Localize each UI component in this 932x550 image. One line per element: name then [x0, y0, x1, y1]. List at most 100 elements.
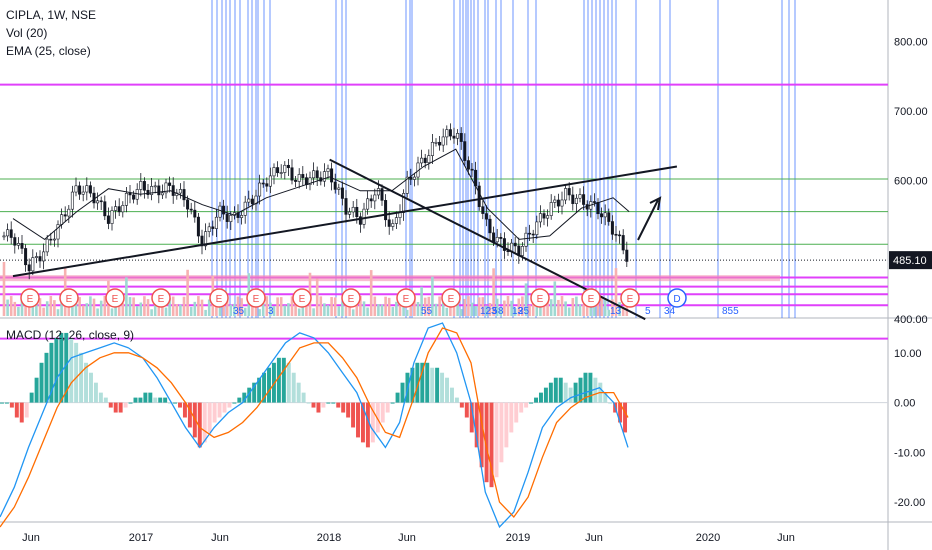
cycle-label: 13 [610, 306, 622, 317]
volume-bar [528, 305, 531, 316]
candle [355, 206, 359, 217]
macd-histogram-bar [138, 397, 143, 403]
candle [250, 198, 254, 205]
macd-histogram-bar [449, 387, 454, 403]
candle [207, 226, 211, 232]
candle [214, 216, 218, 229]
cycle-label: 34 [664, 306, 676, 317]
candle [240, 215, 244, 218]
macd-histogram-bar [365, 402, 370, 448]
macd-histogram-bar [469, 402, 474, 433]
volume-bar [575, 296, 578, 316]
volume-bar [229, 304, 233, 316]
candle [45, 238, 49, 253]
macd-histogram-bar [430, 367, 435, 403]
candle [294, 179, 298, 182]
macd-tick-label: 10.00 [894, 348, 922, 360]
macd-histogram-bar [459, 402, 464, 408]
candle [477, 185, 481, 207]
macd-histogram-bar [341, 402, 346, 413]
macd-histogram-bar [395, 392, 400, 403]
candle [229, 215, 233, 222]
volume-bar [42, 307, 45, 316]
candle [567, 188, 571, 196]
candle [225, 213, 229, 222]
volume-bar [132, 297, 135, 316]
candle [582, 194, 586, 205]
candle [502, 238, 506, 251]
candle [538, 213, 542, 223]
macd-histogram-bar [103, 397, 108, 403]
volume-bar [128, 297, 132, 316]
candle [520, 246, 524, 256]
candle [121, 205, 125, 213]
macd-histogram-bar [375, 402, 380, 433]
macd-histogram-bar [128, 402, 133, 404]
macd-histogram-bar [534, 397, 539, 403]
candle [56, 224, 60, 240]
volume-bar [35, 296, 38, 316]
macd-histogram-bar [351, 402, 356, 428]
macd-histogram-bar [143, 392, 148, 403]
candle [362, 208, 366, 225]
candle [279, 172, 283, 174]
volume-bar [240, 298, 243, 316]
candle [322, 171, 326, 182]
volume-bar [301, 300, 305, 316]
earnings-marker [20, 288, 40, 308]
volume-bar [326, 305, 330, 316]
candle [128, 192, 132, 196]
volume-bar [611, 299, 614, 316]
macd-histogram-bar [558, 377, 563, 403]
candle [337, 187, 341, 190]
macd-histogram-bar [563, 382, 568, 403]
macd-histogram-bar [4, 402, 9, 404]
candle [380, 188, 384, 201]
volume-bar [225, 296, 229, 316]
volume-bar [193, 301, 197, 316]
marker-label: E [299, 294, 306, 305]
marker-label: D [673, 294, 680, 305]
marker-label: E [253, 294, 260, 305]
volume-bar [341, 302, 344, 316]
candle [625, 249, 629, 262]
macd-histogram-bar [148, 392, 153, 403]
price-tick-label: 700.00 [894, 106, 928, 118]
last-price-tag [889, 251, 932, 270]
macd-histogram-bar [133, 397, 138, 403]
volume-bar [200, 299, 204, 316]
volume-bar [488, 303, 492, 316]
marker-label: E [158, 294, 165, 305]
candle [366, 198, 370, 210]
candle [286, 164, 290, 169]
volume-bar [593, 307, 596, 316]
candle [330, 168, 334, 183]
cycle-label: 855 [722, 306, 739, 317]
candle [434, 141, 438, 144]
candle [484, 213, 488, 220]
candle [614, 233, 618, 236]
candle [524, 232, 528, 247]
candle [312, 170, 316, 179]
volume-bar [395, 301, 398, 316]
volume-bar [215, 301, 218, 316]
volume-bar [103, 296, 107, 316]
volume-bar [110, 308, 114, 316]
candle [34, 256, 38, 258]
volume-bar [459, 309, 463, 316]
volume-bar [53, 300, 56, 316]
candle [546, 215, 550, 219]
volume-bar [243, 307, 247, 316]
candle [553, 199, 557, 203]
candle [164, 182, 168, 194]
macd-histogram-bar [311, 402, 316, 408]
volume-bar [139, 302, 143, 316]
candle [218, 205, 222, 218]
volume-bar [398, 296, 402, 316]
volume-bar [121, 303, 125, 316]
macd-histogram-bar [286, 362, 291, 403]
volume-bar [254, 300, 258, 316]
macd-histogram-bar [445, 377, 449, 403]
